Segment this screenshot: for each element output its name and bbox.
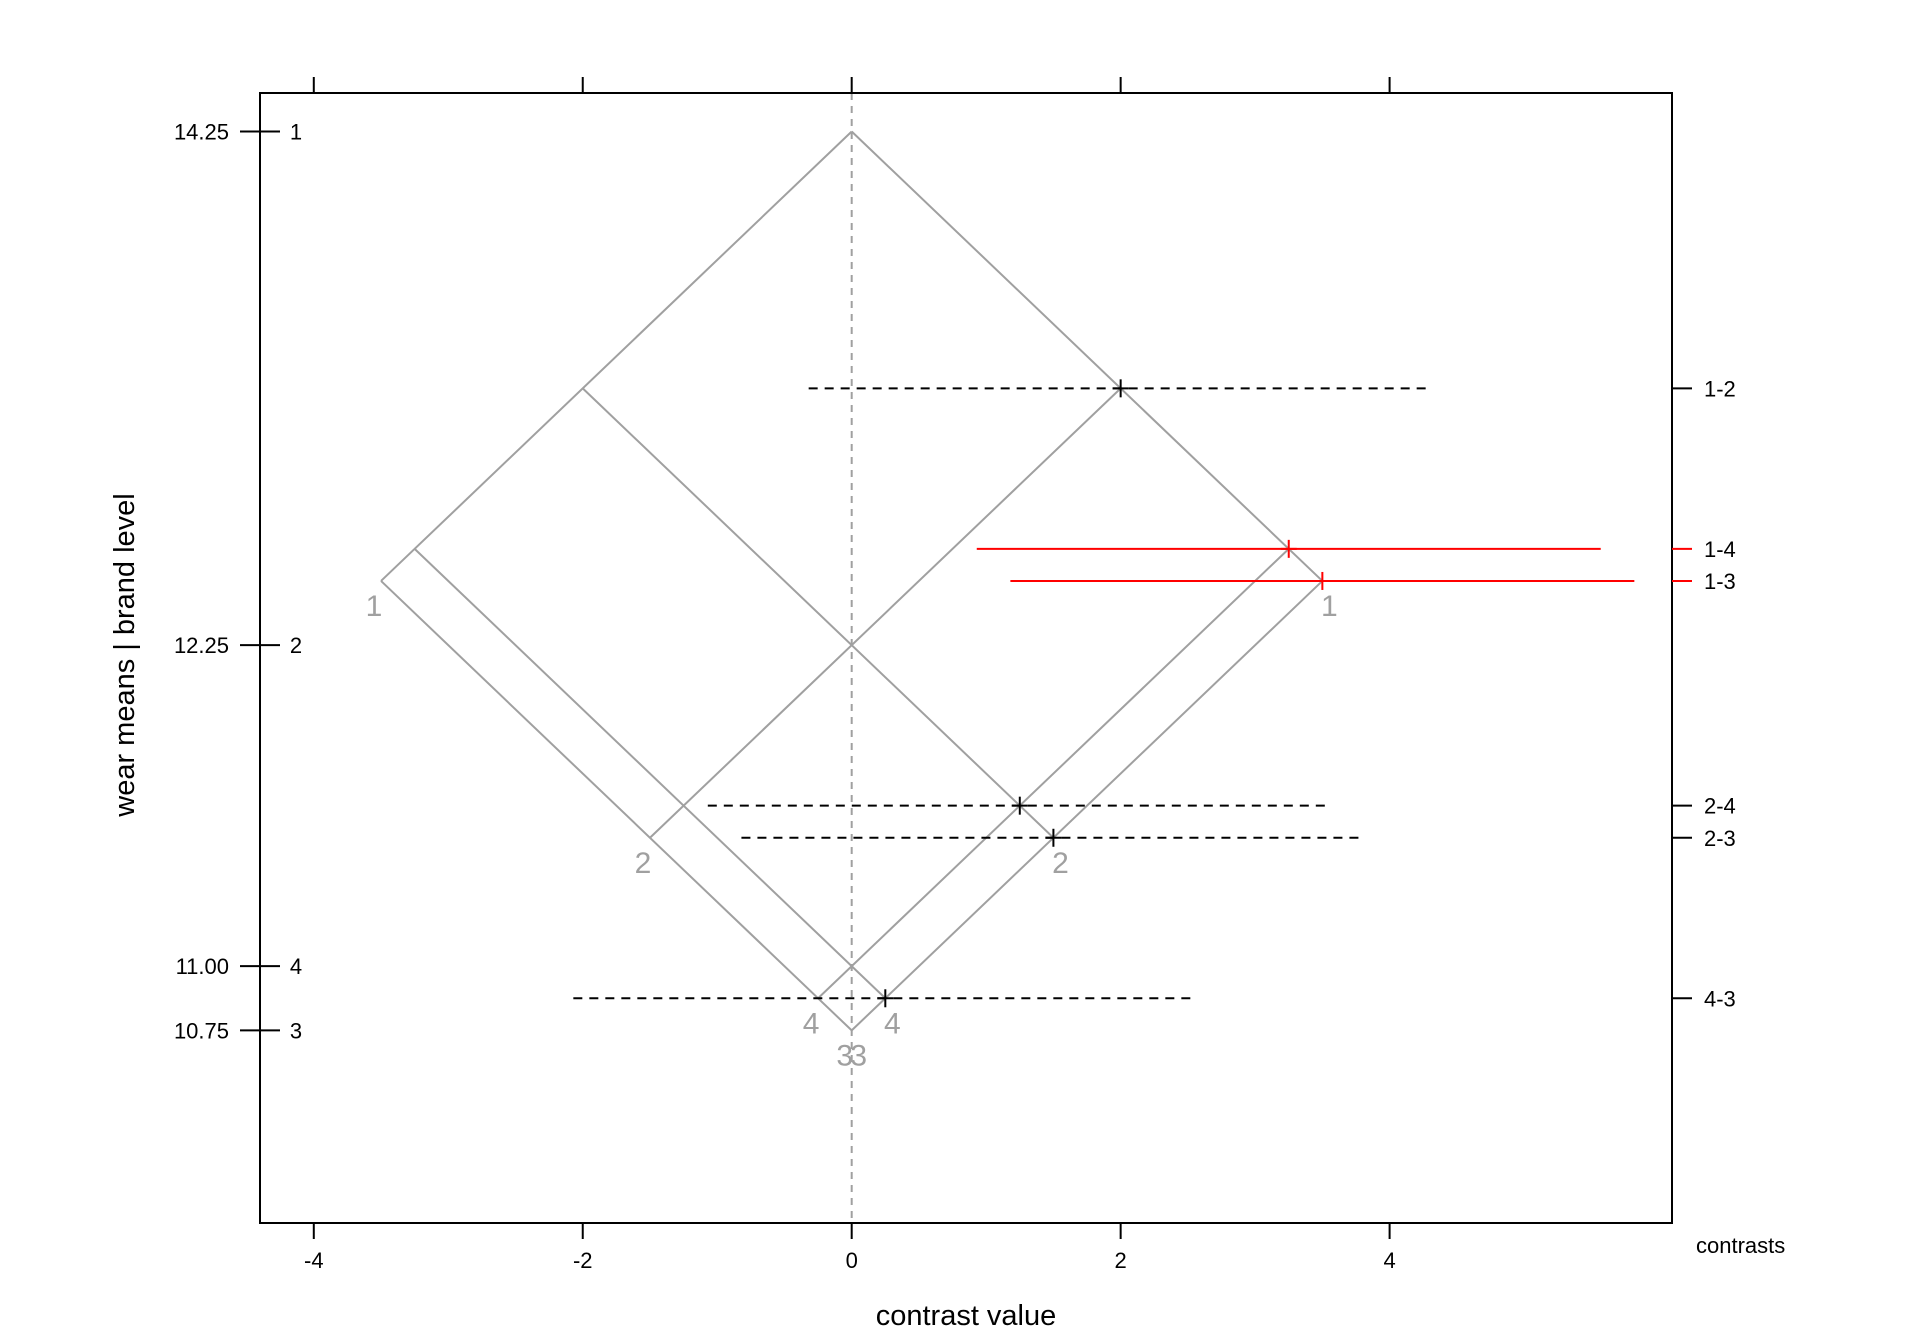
isomean-line-desc [817, 548, 1290, 1000]
mean-value-label: 11.00 [176, 954, 229, 979]
contrast-label: 4-3 [1704, 986, 1736, 1011]
isomean-level-label: 1 [366, 590, 383, 623]
isomean-line-asc [851, 130, 1324, 582]
mean-value-label: 10.75 [174, 1018, 229, 1043]
x-tick-label: 0 [846, 1248, 858, 1273]
axes: 1-2 1-4 1-3 2-4 2-3 4-3 -4 -2 0 2 4 14.25 1 12.25 2 11.… [174, 77, 1736, 1273]
mean-value-label: 12.25 [174, 633, 229, 658]
isomean-level-label: 4 [884, 1007, 901, 1040]
mean-level-label: 4 [290, 954, 302, 979]
contrast-label: 1-3 [1704, 569, 1736, 594]
y-axis-title: wear means | brand level [109, 493, 141, 817]
right-axis-title: contrasts [1696, 1233, 1785, 1258]
contrast-label: 1-4 [1704, 537, 1736, 562]
mean-value-label: 14.25 [174, 120, 229, 145]
contrast-intervals [573, 379, 1635, 1008]
plot-border [259, 92, 1673, 1224]
x-tick-label: 4 [1383, 1248, 1395, 1273]
isomean-level-label: 3 [836, 1039, 853, 1072]
x-axis-title: contrast value [876, 1300, 1057, 1332]
mean-level-label: 1 [290, 120, 302, 145]
isomean-line-asc [380, 580, 853, 1032]
isomean-line-asc [413, 548, 887, 1000]
mean-level-label: 2 [290, 633, 302, 658]
x-tick-label: 2 [1115, 1248, 1127, 1273]
x-tick-label: -4 [304, 1248, 324, 1273]
x-tick-label: -2 [573, 1248, 593, 1273]
isomean-level-label: 2 [635, 847, 652, 880]
isomean-line-desc [649, 387, 1122, 839]
isomean-level-label: 1 [1321, 590, 1338, 623]
isomean-level-label: 2 [1052, 847, 1069, 880]
isomean-line-asc [582, 387, 1055, 839]
isomean-level-label: 4 [803, 1007, 820, 1040]
mean-level-label: 3 [290, 1018, 302, 1043]
isomean-line-desc [851, 580, 1324, 1032]
contrast-label: 1-2 [1704, 376, 1736, 401]
contrast-label: 2-3 [1704, 826, 1736, 851]
plot-frame [259, 92, 1673, 1224]
isomean-line-desc [380, 130, 853, 582]
isomean-level-label: 3 [850, 1039, 867, 1072]
isomeans-grid: 1 1 2 2 4 433 [366, 130, 1338, 1072]
contrast-label: 2-4 [1704, 794, 1736, 819]
